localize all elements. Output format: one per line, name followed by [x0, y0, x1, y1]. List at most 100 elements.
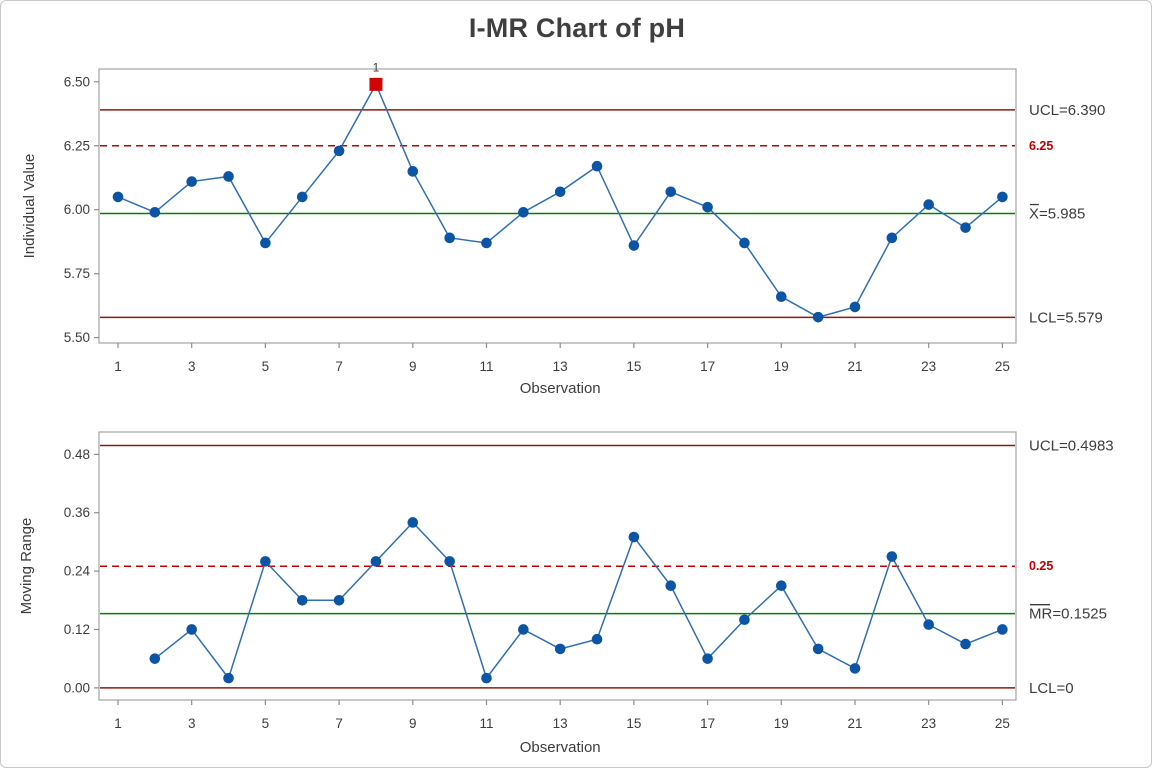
- data-point: [333, 145, 345, 157]
- data-point: [260, 237, 271, 249]
- data-point: [812, 311, 824, 323]
- line-label: X=5.985: [1029, 206, 1085, 223]
- data-point: [186, 624, 197, 635]
- data-point: [997, 624, 1008, 635]
- data-point: [296, 594, 308, 606]
- y-tick-label: 0.48: [64, 447, 90, 462]
- x-tick-label: 11: [479, 716, 493, 731]
- series-line: [117, 82, 1003, 318]
- data-point: [591, 633, 603, 645]
- x-tick-label: 17: [700, 716, 715, 731]
- y-tick-label: 0.36: [64, 505, 90, 520]
- data-point: [407, 166, 419, 177]
- x-tick-label: 5: [262, 359, 270, 374]
- data-point: [628, 531, 640, 543]
- data-point: [554, 643, 566, 655]
- data-point: [997, 191, 1008, 203]
- data-point: [370, 556, 382, 567]
- data-point: [776, 580, 787, 591]
- y-tick-label: 6.00: [64, 202, 90, 217]
- data-point: [739, 614, 750, 626]
- data-point: [702, 653, 713, 664]
- y-axis-title: Moving Range: [18, 518, 35, 615]
- data-point: [223, 672, 234, 684]
- y-tick-label: 0.12: [64, 622, 90, 637]
- x-tick-label: 25: [995, 359, 1010, 374]
- y-tick-label: 6.50: [64, 74, 90, 89]
- data-point: [186, 176, 197, 187]
- data-point: [481, 237, 492, 249]
- data-point: [149, 206, 161, 218]
- data-point: [481, 672, 492, 684]
- data-point: [444, 556, 455, 567]
- reference-line-label: 0.25: [1029, 559, 1053, 573]
- data-point: [739, 237, 750, 249]
- data-point: [849, 301, 861, 313]
- data-point: [665, 186, 677, 198]
- data-point: [776, 291, 787, 302]
- x-tick-label: 13: [553, 716, 568, 731]
- x-tick-label: 5: [262, 716, 270, 731]
- data-point: [849, 663, 861, 674]
- data-point: [223, 171, 234, 182]
- line-label: LCL=5.579: [1029, 309, 1103, 326]
- data-point: [960, 638, 971, 650]
- x-tick-label: 11: [479, 359, 493, 374]
- data-point: [260, 556, 271, 567]
- x-tick-label: 7: [335, 359, 343, 374]
- y-tick-label: 5.75: [64, 266, 90, 281]
- data-point: [149, 653, 161, 664]
- data-point: [518, 624, 529, 635]
- x-tick-label: 21: [847, 359, 862, 374]
- series-line: [154, 521, 1003, 680]
- x-tick-label: 21: [847, 716, 862, 731]
- data-point: [886, 232, 898, 244]
- x-tick-label: 3: [188, 716, 196, 731]
- y-axis-title: Individual Value: [21, 154, 38, 259]
- x-tick-label: 23: [921, 716, 936, 731]
- y-tick-label: 6.25: [64, 138, 90, 153]
- x-axis-title: Observation: [520, 739, 601, 756]
- data-point: [112, 191, 124, 203]
- data-point: [886, 551, 898, 562]
- x-tick-label: 23: [921, 359, 936, 374]
- x-tick-label: 9: [409, 359, 417, 374]
- x-tick-label: 15: [626, 716, 641, 731]
- y-tick-label: 0.00: [64, 680, 90, 695]
- data-point: [812, 643, 824, 655]
- data-point: [960, 222, 971, 233]
- data-point: [554, 186, 566, 198]
- data-point: [665, 580, 677, 591]
- data-point: [628, 240, 640, 251]
- x-tick-label: 9: [409, 716, 417, 731]
- plot-border: [98, 431, 1017, 701]
- data-point: [591, 160, 603, 172]
- plot-border: [98, 68, 1017, 344]
- x-tick-label: 17: [700, 359, 715, 374]
- y-tick-label: 5.50: [64, 330, 90, 345]
- data-point: [333, 594, 345, 606]
- chart-title: I-MR Chart of pH: [468, 13, 686, 43]
- flag-label: 1: [373, 60, 380, 74]
- data-point: [702, 201, 713, 213]
- data-point: [923, 619, 934, 630]
- x-tick-label: 1: [114, 716, 122, 731]
- x-tick-label: 19: [774, 716, 789, 731]
- y-tick-label: 0.24: [64, 564, 91, 579]
- line-label: UCL=0.4983: [1029, 437, 1114, 454]
- x-axis-title: Observation: [520, 380, 601, 397]
- data-point: [296, 191, 308, 203]
- flagged-point: [369, 77, 383, 91]
- line-label: UCL=6.390: [1029, 102, 1105, 119]
- x-tick-label: 13: [553, 359, 568, 374]
- x-tick-label: 3: [188, 359, 196, 374]
- data-point: [407, 517, 419, 528]
- x-tick-label: 7: [335, 716, 343, 731]
- line-label: MR=0.1525: [1029, 606, 1107, 623]
- x-tick-label: 15: [626, 359, 641, 374]
- line-label: LCL=0: [1029, 680, 1074, 697]
- reference-line-label: 6.25: [1029, 139, 1053, 153]
